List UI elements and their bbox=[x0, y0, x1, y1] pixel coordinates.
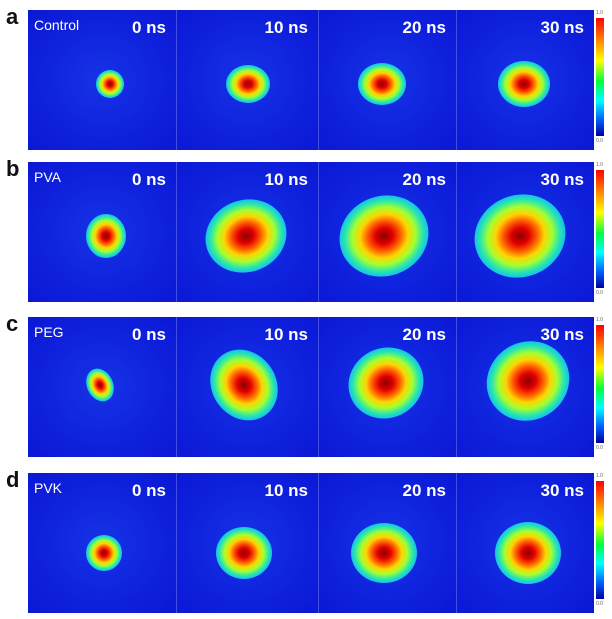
panel-letter: c bbox=[6, 311, 19, 336]
colorbar-min-label: 0.0 bbox=[596, 601, 603, 607]
frame-0-ns: PVA 0 ns bbox=[28, 162, 176, 302]
sample-label: Control bbox=[34, 17, 80, 33]
panel-b: b PVA 0 ns 10 ns 20 ns 30 ns 1.0 0.0 bbox=[0, 158, 612, 308]
frame-10-ns: 10 ns bbox=[176, 10, 318, 150]
panel-d: d PVK 0 ns 10 ns 20 ns 30 ns 1.0 0.0 bbox=[0, 469, 612, 619]
frame-30-ns: 30 ns bbox=[456, 162, 594, 302]
colorbar-min-label: 0.0 bbox=[596, 290, 603, 296]
frame-30-ns: 30 ns bbox=[456, 317, 594, 457]
colorbar-max-label: 1.0 bbox=[596, 317, 603, 323]
time-label: 20 ns bbox=[402, 18, 446, 37]
frame-30-ns: 30 ns bbox=[456, 10, 594, 150]
time-label: 0 ns bbox=[131, 170, 166, 189]
time-label: 0 ns bbox=[131, 18, 166, 37]
colorbar-gradient bbox=[596, 325, 604, 443]
emission-spot bbox=[358, 63, 406, 105]
colorbar-gradient bbox=[596, 18, 604, 136]
frame-10-ns: 10 ns bbox=[176, 473, 318, 613]
colorbar-max-label: 1.0 bbox=[596, 10, 603, 16]
image-strip: PVK 0 ns 10 ns 20 ns 30 ns bbox=[28, 473, 594, 613]
time-label: 30 ns bbox=[540, 325, 584, 344]
time-label: 20 ns bbox=[402, 325, 446, 344]
sample-label: PEG bbox=[34, 324, 64, 340]
emission-spot bbox=[495, 522, 561, 584]
frame-20-ns: 20 ns bbox=[318, 10, 456, 150]
frame-20-ns: 20 ns bbox=[318, 473, 456, 613]
sample-label: PVK bbox=[34, 480, 63, 496]
colorbar-min-label: 0.0 bbox=[596, 138, 603, 144]
frame-0-ns: PVK 0 ns bbox=[28, 473, 176, 613]
frame-0-ns: PEG 0 ns bbox=[28, 317, 176, 457]
frame-10-ns: 10 ns bbox=[176, 162, 318, 302]
time-label: 0 ns bbox=[131, 325, 166, 344]
colorbar: 1.0 0.0 bbox=[596, 473, 612, 615]
time-label: 10 ns bbox=[264, 170, 308, 189]
emission-spot bbox=[216, 527, 272, 579]
time-label: 10 ns bbox=[264, 18, 308, 37]
emission-spot bbox=[226, 65, 270, 103]
image-strip: PEG 0 ns 10 ns 20 ns 30 ns bbox=[28, 317, 594, 457]
frame-0-ns: Control 0 ns bbox=[28, 10, 176, 150]
emission-spot bbox=[195, 188, 297, 284]
emission-spot bbox=[351, 523, 417, 583]
time-label: 10 ns bbox=[264, 325, 308, 344]
image-strip: PVA 0 ns 10 ns 20 ns 30 ns bbox=[28, 162, 594, 302]
colorbar-gradient bbox=[596, 481, 604, 599]
colorbar-max-label: 1.0 bbox=[596, 162, 603, 168]
time-label: 10 ns bbox=[264, 481, 308, 500]
emission-spot bbox=[498, 61, 550, 107]
frame-10-ns: 10 ns bbox=[176, 317, 318, 457]
time-label: 30 ns bbox=[540, 18, 584, 37]
colorbar: 1.0 0.0 bbox=[596, 162, 612, 304]
colorbar-gradient bbox=[596, 170, 604, 288]
sample-label: PVA bbox=[34, 169, 61, 185]
colorbar-max-label: 1.0 bbox=[596, 473, 603, 479]
emission-spot bbox=[336, 335, 436, 431]
frame-20-ns: 20 ns bbox=[318, 317, 456, 457]
emission-spot bbox=[86, 535, 122, 571]
emission-spot bbox=[328, 183, 440, 289]
panel-letter: a bbox=[6, 4, 19, 29]
colorbar: 1.0 0.0 bbox=[596, 10, 612, 152]
emission-spot bbox=[81, 364, 119, 406]
colorbar-min-label: 0.0 bbox=[596, 445, 603, 451]
time-label: 20 ns bbox=[402, 481, 446, 500]
time-label: 20 ns bbox=[402, 170, 446, 189]
emission-spot bbox=[462, 181, 578, 291]
emission-spot bbox=[96, 70, 124, 98]
time-label: 30 ns bbox=[540, 481, 584, 500]
panel-c: c PEG 0 ns 10 ns 20 ns 30 ns 1.0 0.0 bbox=[0, 313, 612, 463]
frame-20-ns: 20 ns bbox=[318, 162, 456, 302]
panel-a: a Control 0 ns 10 ns 20 ns 30 ns 1.0 0.0 bbox=[0, 6, 612, 156]
panel-letter: b bbox=[6, 156, 20, 181]
emission-spot bbox=[196, 336, 292, 434]
colorbar: 1.0 0.0 bbox=[596, 317, 612, 459]
time-label: 30 ns bbox=[540, 170, 584, 189]
frame-30-ns: 30 ns bbox=[456, 473, 594, 613]
time-label: 0 ns bbox=[131, 481, 166, 500]
panel-letter: d bbox=[6, 467, 20, 492]
emission-spot bbox=[86, 214, 126, 258]
image-strip: Control 0 ns 10 ns 20 ns 30 ns bbox=[28, 10, 594, 150]
